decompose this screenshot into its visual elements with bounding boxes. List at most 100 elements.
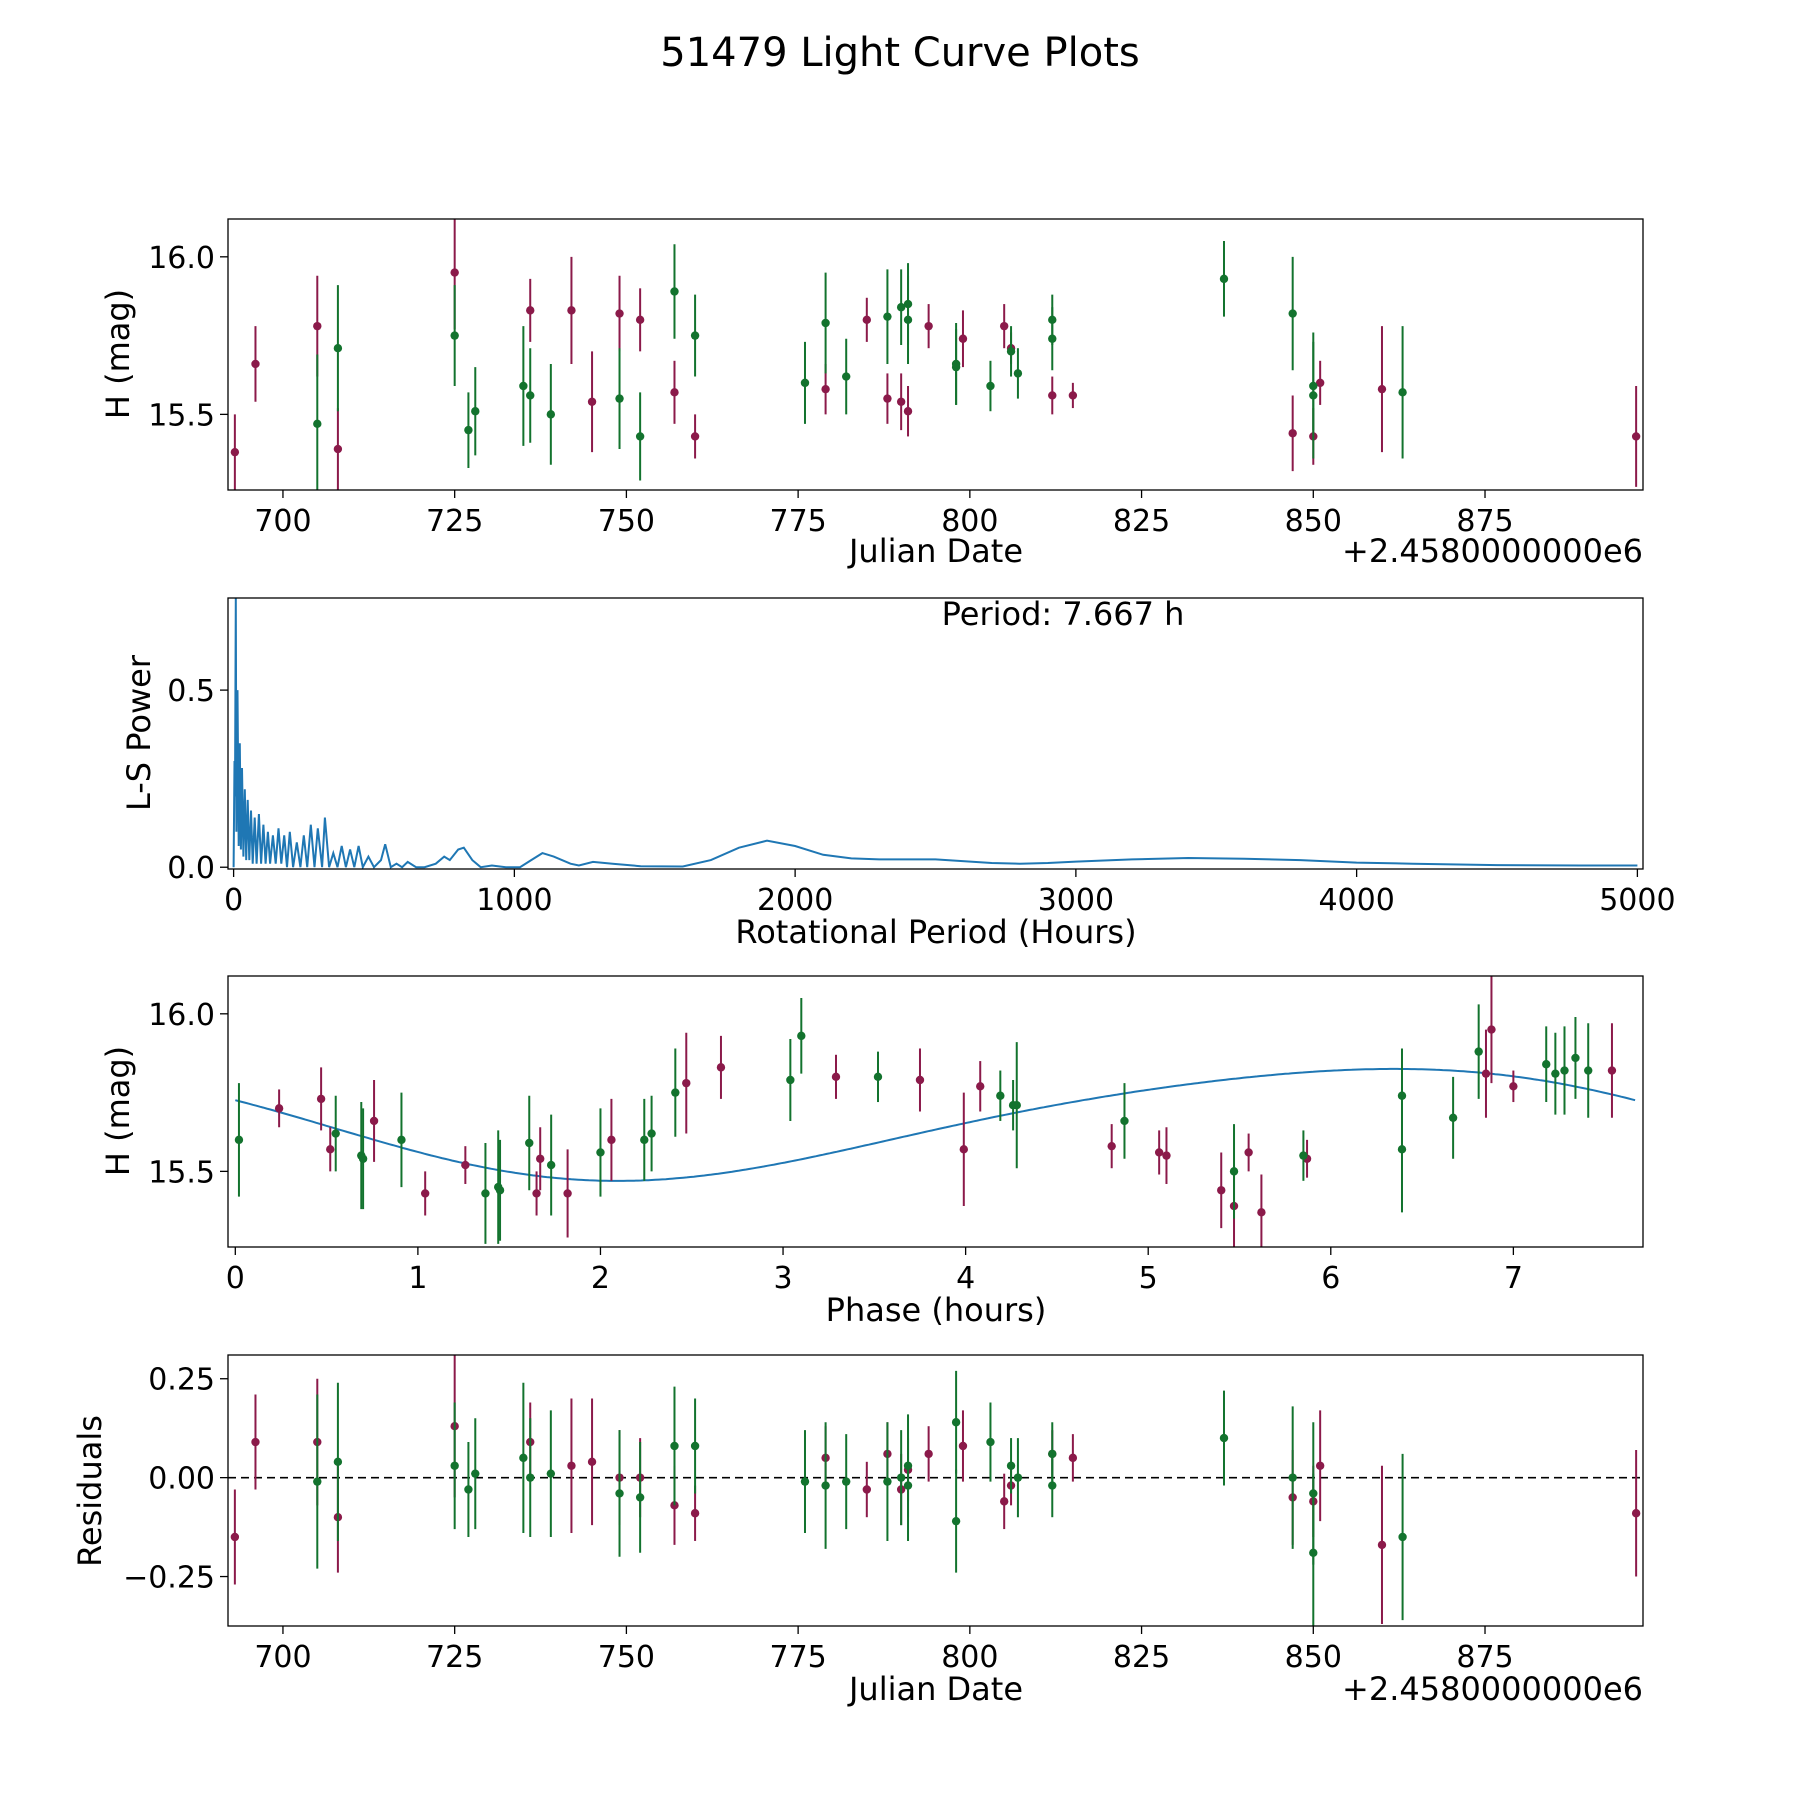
lightcurve-ytick-label: 15.5 bbox=[148, 398, 215, 433]
phased-g-point bbox=[873, 1072, 883, 1082]
phased-r-point bbox=[607, 1135, 616, 1145]
lightcurve-g-point bbox=[1398, 388, 1407, 397]
lightcurve-g-point bbox=[670, 287, 679, 296]
phased-g-point bbox=[525, 1138, 534, 1148]
residuals-g-point bbox=[821, 1481, 830, 1490]
phased-r-point bbox=[316, 1094, 326, 1104]
phased-g-point bbox=[1397, 1091, 1407, 1100]
lightcurve-xtick-label: 825 bbox=[1113, 504, 1170, 539]
phased-marks bbox=[234, 976, 1636, 1247]
phased-g-point bbox=[671, 1088, 680, 1097]
phased-g-point bbox=[1120, 1116, 1129, 1126]
residuals-r-point bbox=[251, 1437, 260, 1447]
fitted-model-curve bbox=[235, 1067, 1636, 1182]
residuals-r-point bbox=[862, 1485, 872, 1494]
periodogram-frame bbox=[227, 597, 1644, 870]
residuals-g-point bbox=[896, 1473, 906, 1482]
phased-xtick-label: 0 bbox=[226, 1261, 245, 1296]
residuals-xtick-label: 825 bbox=[1113, 1640, 1170, 1675]
residuals-g-point bbox=[903, 1461, 913, 1470]
phased-r-point bbox=[420, 1189, 430, 1198]
lightcurve-r-point bbox=[896, 397, 906, 406]
phased-frame bbox=[227, 975, 1644, 1248]
phased-r-point bbox=[1107, 1141, 1116, 1151]
residuals-g-point bbox=[546, 1469, 556, 1478]
phased-r-point bbox=[1154, 1148, 1164, 1157]
lightcurve-r-point bbox=[1315, 378, 1325, 388]
phased-r-point bbox=[682, 1078, 691, 1088]
lightcurve-r-point bbox=[1288, 429, 1297, 438]
lightcurve-g-point bbox=[1288, 309, 1297, 318]
residuals-ytick-label: −0.25 bbox=[123, 1561, 215, 1596]
phased-g-point bbox=[1474, 1047, 1483, 1056]
residuals-ylabel: Residuals bbox=[71, 1415, 109, 1567]
residuals-g-point bbox=[471, 1469, 480, 1478]
phased-r-point bbox=[976, 1082, 985, 1091]
lightcurve-g-point bbox=[883, 312, 892, 321]
phased-r-point bbox=[1162, 1151, 1171, 1160]
phased-r-point bbox=[274, 1104, 284, 1113]
lightcurve-g-point bbox=[1309, 381, 1318, 391]
residuals-xtick-label: 750 bbox=[598, 1640, 655, 1675]
phased-g-point bbox=[1584, 1066, 1593, 1075]
phased-g-point bbox=[331, 1129, 340, 1138]
periodogram-xtick-label: 3000 bbox=[1038, 883, 1114, 918]
phased-r-point bbox=[716, 1063, 726, 1072]
residuals-r-point bbox=[1315, 1461, 1325, 1470]
phased-xtick-label: 5 bbox=[1139, 1261, 1158, 1296]
residuals-panel: 700 725 750 775 800 825 850 875 −0.25 0.00 0.25 Ju… bbox=[71, 1354, 1644, 1708]
residuals-frame bbox=[227, 1354, 1644, 1627]
phased-r-point bbox=[536, 1154, 545, 1163]
residuals-g-point bbox=[690, 1441, 700, 1451]
residuals-r-point bbox=[924, 1449, 933, 1459]
residuals-r-point bbox=[230, 1532, 240, 1542]
residuals-ytick-label: 0.25 bbox=[148, 1363, 215, 1398]
lightcurve-g-point bbox=[1048, 334, 1057, 343]
lightcurve-g-point bbox=[471, 407, 480, 416]
phased-r-point bbox=[369, 1116, 379, 1126]
lightcurve-r-point bbox=[903, 407, 913, 416]
residuals-g-point bbox=[1048, 1449, 1057, 1459]
phased-g-point bbox=[996, 1091, 1005, 1100]
phased-r-point bbox=[532, 1189, 541, 1198]
lightcurve-ytick-label: 16.0 bbox=[148, 241, 215, 276]
lightcurve-ticks: 700 725 750 775 800 825 850 875 15.5 16.0 bbox=[148, 241, 1513, 539]
residuals-g-point bbox=[615, 1489, 624, 1498]
lightcurve-r-point bbox=[924, 321, 933, 331]
phased-r-point bbox=[461, 1160, 470, 1170]
lightcurve-g-point bbox=[450, 331, 459, 340]
phased-ytick-label: 15.5 bbox=[148, 1155, 215, 1190]
phased-r-point bbox=[1509, 1082, 1518, 1091]
phased-g-point bbox=[797, 1031, 806, 1041]
lightcurve-r-point bbox=[670, 388, 679, 397]
phased-g-point bbox=[546, 1160, 556, 1170]
lightcurve-frame bbox=[227, 218, 1644, 491]
lightcurve-r-point bbox=[251, 359, 260, 369]
lightcurve-r-point bbox=[1068, 391, 1078, 400]
periodogram-curve bbox=[232, 598, 1638, 869]
lightcurve-xlabel: Julian Date bbox=[847, 532, 1023, 570]
lightcurve-g-point bbox=[800, 378, 810, 388]
lightcurve-r-point bbox=[450, 268, 459, 277]
lightcurve-g-point bbox=[951, 359, 961, 369]
phased-ticks: 0 1 2 3 4 5 6 7 15.5 16.0 bbox=[148, 998, 1523, 1296]
residuals-r-point bbox=[690, 1509, 700, 1518]
phased-r-point bbox=[563, 1189, 572, 1198]
residuals-xtick-label: 775 bbox=[769, 1640, 826, 1675]
residuals-ytick-label: 0.00 bbox=[148, 1462, 215, 1497]
residuals-xtick-label: 875 bbox=[1456, 1640, 1513, 1675]
periodogram-xtick-label: 5000 bbox=[1599, 883, 1675, 918]
residuals-xlabel: Julian Date bbox=[847, 1670, 1023, 1708]
residuals-r-point bbox=[1068, 1453, 1078, 1463]
phased-xtick-label: 1 bbox=[408, 1261, 427, 1296]
lightcurve-r-point bbox=[313, 321, 322, 331]
phased-g-point bbox=[1012, 1100, 1021, 1110]
lightcurve-r-point bbox=[230, 447, 240, 457]
phased-xtick-label: 6 bbox=[1321, 1261, 1340, 1296]
residuals-xtick-label: 700 bbox=[254, 1640, 311, 1675]
phased-ylabel: H (mag) bbox=[99, 1046, 137, 1176]
lightcurve-r-point bbox=[635, 315, 645, 325]
lightcurve-g-point bbox=[896, 303, 906, 312]
lightcurve-xtick-label: 700 bbox=[254, 504, 311, 539]
phased-g-point bbox=[1299, 1151, 1308, 1160]
